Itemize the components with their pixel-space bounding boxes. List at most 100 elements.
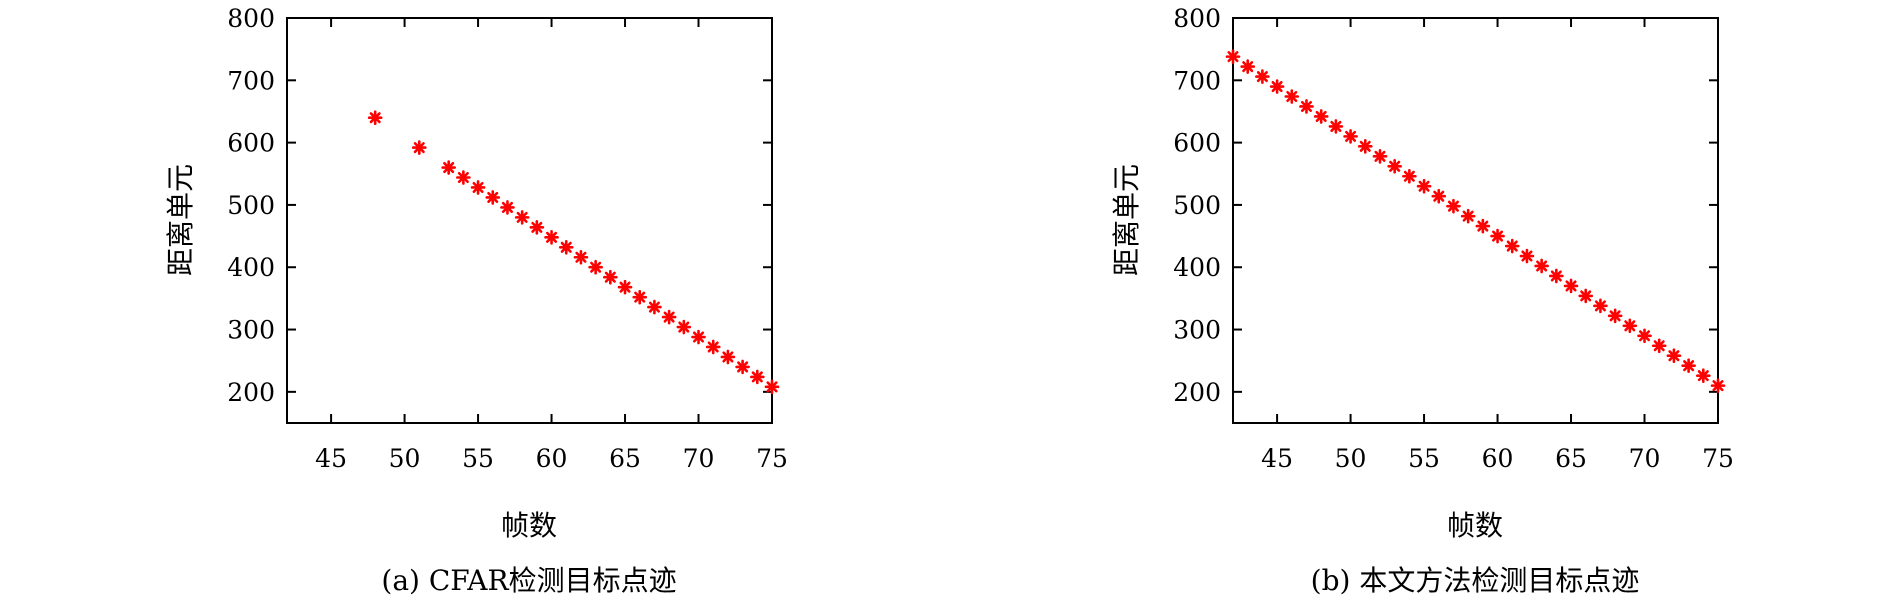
data-point-b — [1578, 288, 1594, 304]
y-tick-label-b: 400 — [1173, 253, 1221, 282]
data-point-b — [1343, 129, 1358, 144]
data-point-a — [529, 220, 545, 235]
data-point-b — [1225, 49, 1241, 64]
x-tick-label-b: 55 — [1408, 444, 1440, 473]
y-tick-label-b: 600 — [1173, 129, 1221, 158]
y-tick-label-b: 200 — [1173, 378, 1221, 407]
x-tick-label-b: 65 — [1555, 444, 1587, 473]
x-tick-label-a: 45 — [315, 444, 347, 473]
y-tick-label-b: 500 — [1173, 191, 1221, 220]
y-tick-label-a: 400 — [227, 253, 275, 282]
y-axis-label-b: 距离单元 — [1110, 164, 1143, 276]
caption-b: (b) 本文方法检测目标点迹 — [1311, 564, 1640, 597]
data-point-a — [514, 210, 530, 225]
data-point-a — [588, 259, 603, 275]
data-point-a — [603, 269, 618, 285]
data-point-b — [1240, 59, 1255, 74]
ticks-b: 45 50 55 60 65 70 75 200 300 400 500 600 700 800 — [1173, 4, 1734, 473]
x-tick-label-a: 55 — [462, 444, 494, 473]
data-point-b — [1490, 228, 1505, 244]
data-point-b — [1622, 318, 1638, 334]
points-b — [1225, 49, 1726, 393]
plot-frame-a — [286, 17, 773, 424]
data-point-b — [1416, 178, 1432, 194]
y-tick-label-a: 500 — [227, 191, 275, 220]
data-point-b — [1504, 238, 1520, 254]
x-tick-label-b: 50 — [1335, 444, 1367, 473]
x-tick-label-a: 60 — [536, 444, 568, 473]
data-point-a — [500, 200, 515, 215]
data-point-a — [661, 309, 677, 325]
data-point-a — [735, 359, 750, 375]
data-point-b — [1593, 298, 1608, 314]
x-axis-label-a: 帧数 — [501, 509, 557, 542]
data-point-b — [1402, 168, 1417, 184]
data-point-b — [1637, 328, 1652, 344]
data-point-b — [1666, 348, 1682, 364]
x-tick-label-a: 50 — [389, 444, 421, 473]
y-axis-label-a: 距离单元 — [164, 164, 197, 276]
data-point-b — [1563, 278, 1579, 294]
ticks-a: 45 50 55 60 65 70 75 200 300 400 500 600 700 800 — [227, 4, 788, 473]
data-point-b — [1549, 268, 1564, 284]
y-tick-label-a: 300 — [227, 316, 275, 345]
chart-panel-a: 45 50 55 60 65 70 75 200 300 400 500 600 700 800 帧数 距… — [164, 4, 788, 597]
y-tick-label-b: 700 — [1173, 66, 1221, 95]
data-point-b — [1460, 208, 1476, 224]
x-tick-label-b: 60 — [1482, 444, 1514, 473]
caption-a: (a) CFAR检测目标点迹 — [381, 564, 676, 597]
y-tick-label-b: 800 — [1173, 4, 1221, 33]
data-point-b — [1651, 338, 1667, 354]
points-a — [367, 110, 780, 395]
data-point-a — [764, 379, 780, 395]
x-tick-label-b: 45 — [1261, 444, 1293, 473]
data-point-b — [1387, 158, 1402, 174]
data-point-b — [1255, 69, 1270, 84]
data-point-b — [1372, 149, 1388, 164]
data-point-b — [1696, 368, 1711, 383]
data-point-b — [1710, 378, 1726, 393]
data-point-b — [1299, 99, 1314, 114]
y-tick-label-a: 700 — [227, 66, 275, 95]
x-tick-label-b: 75 — [1702, 444, 1734, 473]
data-point-a — [411, 140, 427, 155]
plot-frame-b — [1232, 17, 1719, 424]
data-point-a — [456, 170, 471, 185]
data-point-a — [470, 180, 486, 195]
data-point-b — [1431, 188, 1447, 204]
data-point-a — [617, 279, 633, 295]
data-point-a — [558, 239, 574, 255]
data-point-b — [1681, 358, 1696, 373]
data-point-a — [367, 110, 383, 125]
data-point-a — [705, 339, 721, 355]
data-point-a — [573, 249, 589, 265]
data-point-b — [1313, 109, 1329, 124]
data-point-a — [691, 329, 706, 345]
x-tick-label-a: 75 — [756, 444, 788, 473]
x-tick-label-a: 70 — [683, 444, 715, 473]
data-point-b — [1446, 198, 1461, 214]
x-axis-label-b: 帧数 — [1447, 509, 1503, 542]
data-point-b — [1475, 218, 1491, 234]
data-point-b — [1607, 308, 1623, 324]
data-point-a — [750, 369, 765, 385]
data-point-a — [544, 230, 559, 245]
y-tick-label-b: 300 — [1173, 316, 1221, 345]
data-point-b — [1534, 258, 1549, 274]
y-tick-label-a: 800 — [227, 4, 275, 33]
data-point-a — [485, 190, 501, 205]
y-tick-label-a: 200 — [227, 378, 275, 407]
chart-panel-b: 45 50 55 60 65 70 75 200 300 400 500 600 700 800 帧数 距… — [1110, 4, 1734, 597]
data-point-b — [1519, 248, 1535, 264]
data-point-a — [441, 160, 456, 175]
data-point-a — [632, 289, 648, 305]
data-point-b — [1269, 79, 1285, 94]
data-point-a — [647, 299, 662, 315]
y-tick-label-a: 600 — [227, 129, 275, 158]
data-point-b — [1284, 89, 1300, 104]
x-tick-label-a: 65 — [609, 444, 641, 473]
data-point-a — [676, 319, 692, 335]
data-point-b — [1357, 139, 1373, 154]
data-point-b — [1328, 119, 1344, 134]
